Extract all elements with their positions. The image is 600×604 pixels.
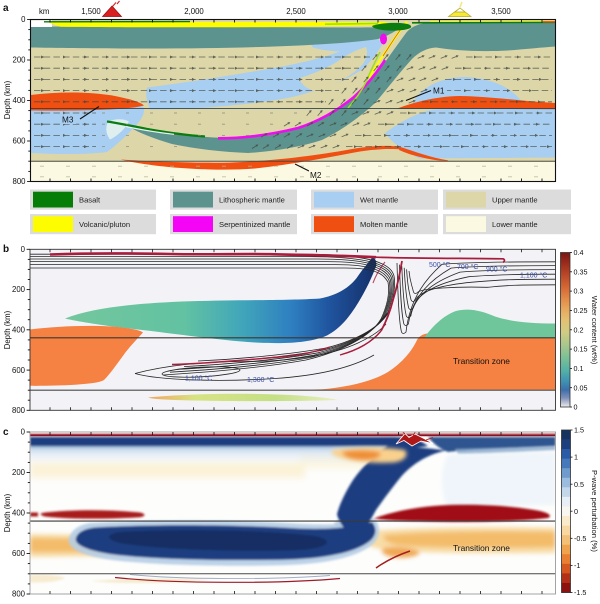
svg-text:200: 200	[12, 468, 26, 477]
svg-text:0.35: 0.35	[574, 267, 588, 276]
svg-text:M2: M2	[310, 171, 322, 180]
svg-text:400: 400	[12, 96, 26, 105]
svg-text:0.4: 0.4	[574, 248, 584, 257]
svg-text:Basalt: Basalt	[79, 195, 101, 204]
svg-text:800: 800	[12, 406, 26, 415]
svg-text:Serpentinized mantle: Serpentinized mantle	[219, 220, 290, 229]
svg-text:Depth (km): Depth (km)	[3, 80, 12, 119]
svg-text:1,100 °C: 1,100 °C	[520, 272, 547, 280]
svg-text:P-wave perturbation (%): P-wave perturbation (%)	[590, 470, 599, 552]
svg-text:0.25: 0.25	[574, 306, 588, 315]
svg-text:0.5: 0.5	[574, 480, 584, 489]
svg-text:0: 0	[574, 507, 578, 516]
svg-text:900 °C: 900 °C	[486, 266, 507, 274]
svg-text:1: 1	[574, 453, 578, 462]
svg-text:700 °C: 700 °C	[457, 263, 478, 271]
svg-text:600: 600	[12, 137, 26, 146]
svg-text:0.05: 0.05	[574, 383, 588, 392]
svg-text:2,500: 2,500	[286, 7, 306, 16]
svg-text:200: 200	[12, 285, 26, 294]
svg-text:Volcanic/pluton: Volcanic/pluton	[79, 220, 130, 229]
svg-text:1.5: 1.5	[574, 426, 584, 435]
svg-text:M1: M1	[433, 87, 445, 96]
svg-text:b: b	[3, 244, 9, 255]
svg-text:3,000: 3,000	[388, 7, 408, 16]
svg-text:Upper mantle: Upper mantle	[492, 195, 538, 204]
svg-text:2,000: 2,000	[184, 7, 204, 16]
svg-text:800: 800	[12, 590, 26, 599]
svg-text:-1: -1	[574, 561, 580, 570]
svg-text:a: a	[3, 3, 9, 14]
svg-text:Depth (km): Depth (km)	[3, 493, 12, 532]
svg-text:1,100 °C: 1,100 °C	[185, 375, 212, 383]
svg-text:0: 0	[21, 428, 26, 437]
svg-text:Transition zone: Transition zone	[453, 543, 510, 553]
svg-text:Transition zone: Transition zone	[453, 356, 510, 366]
svg-text:0: 0	[21, 15, 26, 24]
svg-text:600: 600	[12, 549, 26, 558]
svg-text:0: 0	[21, 245, 26, 254]
svg-text:400: 400	[12, 326, 26, 335]
svg-text:3,500: 3,500	[491, 7, 511, 16]
svg-text:Lower mantle: Lower mantle	[492, 220, 538, 229]
svg-text:0.15: 0.15	[574, 345, 588, 354]
svg-text:-0.5: -0.5	[574, 534, 586, 543]
svg-text:0.3: 0.3	[574, 287, 584, 296]
svg-text:0.2: 0.2	[574, 325, 584, 334]
svg-text:km: km	[39, 7, 49, 16]
svg-text:800: 800	[12, 177, 26, 186]
svg-text:0.1: 0.1	[574, 364, 584, 373]
svg-text:c: c	[3, 427, 9, 438]
svg-text:M3: M3	[62, 116, 74, 125]
svg-text:Wet mantle: Wet mantle	[360, 195, 398, 204]
svg-text:Lithospheric mantle: Lithospheric mantle	[219, 195, 285, 204]
svg-text:Depth (km): Depth (km)	[3, 310, 12, 349]
svg-text:200: 200	[12, 56, 26, 65]
svg-text:1,300 °C: 1,300 °C	[247, 376, 274, 384]
svg-text:Molten mantle: Molten mantle	[360, 220, 408, 229]
svg-text:500 °C: 500 °C	[429, 261, 450, 269]
svg-text:600: 600	[12, 366, 26, 375]
svg-text:-1.5: -1.5	[574, 588, 586, 597]
svg-text:0: 0	[574, 403, 578, 412]
svg-text:400: 400	[12, 509, 26, 518]
svg-text:1,500: 1,500	[81, 7, 101, 16]
svg-text:Water content (wt%): Water content (wt%)	[590, 296, 599, 365]
